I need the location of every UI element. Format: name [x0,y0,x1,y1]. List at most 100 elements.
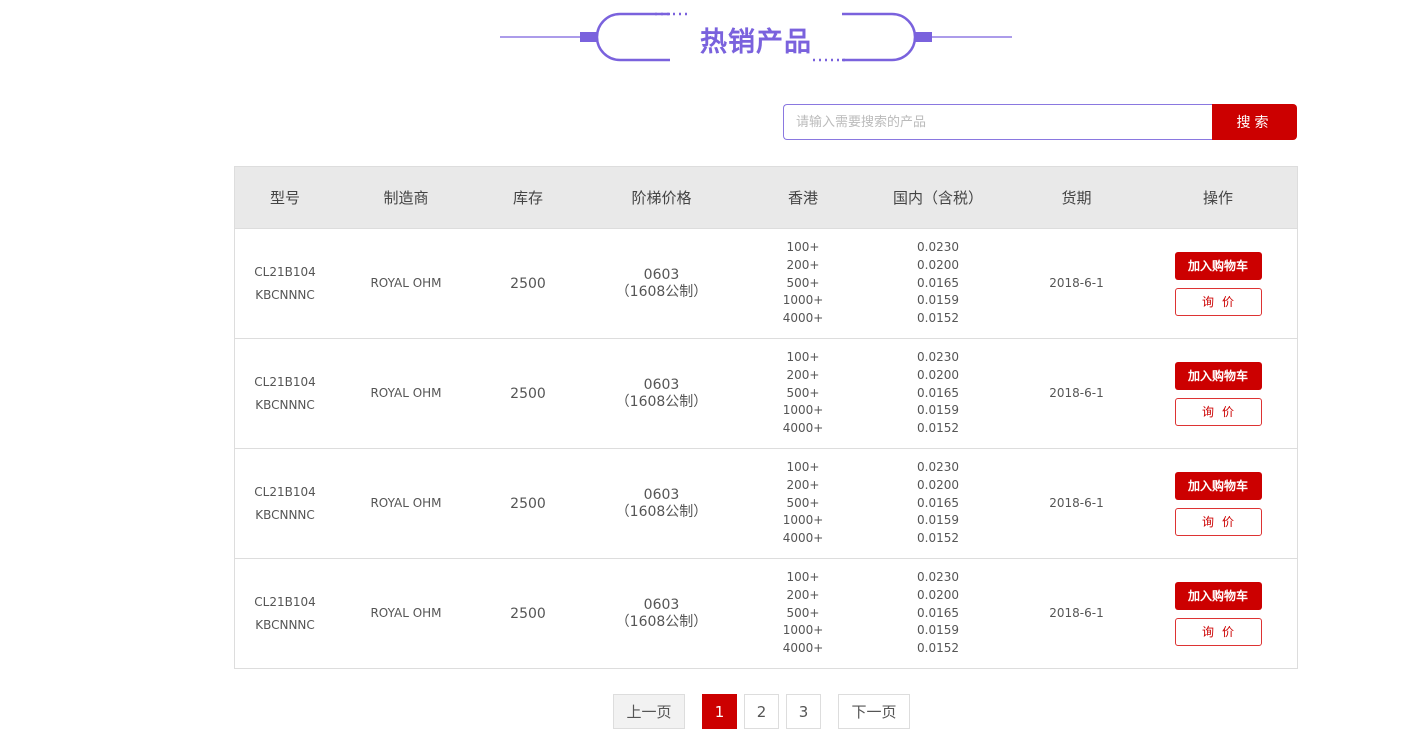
domestic-price-cell: 0.0230 0.0200 0.0165 0.0159 0.0152 [862,349,1014,438]
stock-cell: 2500 [510,385,546,402]
header-model: 型号 [269,189,300,207]
delivery-cell: 2018-6-1 [1049,276,1104,290]
add-to-cart-button[interactable]: 加入购物车 [1174,471,1262,500]
qty-line: 100+ [786,460,820,474]
inquire-price-button[interactable]: 询价 [1174,507,1262,536]
price-line: 0.0159 [917,293,959,308]
page-2-button[interactable]: 2 [744,694,779,729]
price-line: 0.0200 [917,587,959,602]
hk-qty-cell: 100+ 200+ 500+ 1000+ 4000+ [744,569,862,658]
hk-qty-cell: 100+ 200+ 500+ 1000+ 4000+ [744,459,862,548]
qty-line: 500+ [786,495,820,510]
header-maker: 制造商 [383,189,429,207]
model-cell: CL21B104 KBCNNNC [235,481,335,527]
price-line: 0.0159 [917,623,959,638]
qty-line: 1000+ [782,513,824,528]
add-to-cart-button[interactable]: 加入购物车 [1174,581,1262,610]
package-line: （1608公制） [615,503,708,520]
stock-cell: 2500 [510,275,546,292]
price-line: 0.0152 [917,641,959,656]
maker-cell: ROYAL OHM [370,496,442,510]
price-line: 0.0200 [917,477,959,492]
table-row: CL21B104 KBCNNNC ROYAL OHM 2500 0603 （1608… [235,338,1297,448]
model-line: CL21B104 [254,484,316,499]
price-line: 0.0165 [917,605,959,620]
qty-line: 1000+ [782,403,824,418]
qty-line: 4000+ [782,641,824,656]
package-line: （1608公制） [615,393,708,410]
header-domestic: 国内（含税） [892,189,983,207]
price-line: 0.0200 [917,367,959,382]
maker-cell: ROYAL OHM [370,606,442,620]
package-line: 0603 [643,486,680,503]
hk-qty-cell: 100+ 200+ 500+ 1000+ 4000+ [744,349,862,438]
prev-page-button[interactable]: 上一页 [613,694,685,729]
delivery-cell: 2018-6-1 [1049,606,1104,620]
search-button[interactable]: 搜索 [1212,104,1297,140]
actions-cell: 加入购物车 询价 [1139,361,1297,426]
qty-line: 200+ [786,477,820,492]
delivery-cell: 2018-6-1 [1049,496,1104,510]
price-line: 0.0230 [917,350,959,364]
price-line: 0.0152 [917,311,959,326]
model-line: KBCNNNC [255,397,315,412]
page-3-button[interactable]: 3 [786,694,821,729]
search-bar: 搜索 [783,104,1297,140]
package-line: 0603 [643,266,680,283]
hk-qty-cell: 100+ 200+ 500+ 1000+ 4000+ [744,239,862,328]
search-input[interactable] [783,104,1212,140]
section-header: 热销产品 [500,8,1012,66]
price-line: 0.0165 [917,385,959,400]
page-1-button[interactable]: 1 [702,694,737,729]
delivery-cell: 2018-6-1 [1049,386,1104,400]
qty-line: 100+ [786,240,820,254]
product-table: 型号 制造商 库存 阶梯价格 香港 国内（含税） 货期 操作 CL21B104 K… [234,166,1298,669]
model-line: CL21B104 [254,264,316,279]
model-line: KBCNNNC [255,617,315,632]
price-line: 0.0230 [917,570,959,584]
qty-line: 100+ [786,350,820,364]
header-tier-price: 阶梯价格 [631,189,692,207]
stock-cell: 2500 [510,605,546,622]
inquire-price-button[interactable]: 询价 [1174,397,1262,426]
price-line: 0.0159 [917,403,959,418]
domestic-price-cell: 0.0230 0.0200 0.0165 0.0159 0.0152 [862,239,1014,328]
pagination: 上一页 1 2 3 下一页 [613,694,910,729]
model-line: CL21B104 [254,594,316,609]
inquire-price-button[interactable]: 询价 [1174,617,1262,646]
stock-cell: 2500 [510,495,546,512]
header-actions: 操作 [1202,189,1233,207]
qty-line: 4000+ [782,531,824,546]
maker-cell: ROYAL OHM [370,276,442,290]
title-ornament-icon [500,12,1012,62]
actions-cell: 加入购物车 询价 [1139,251,1297,316]
package-line: 0603 [643,596,680,613]
package-line: （1608公制） [615,283,708,300]
header-hongkong: 香港 [787,189,818,207]
section-title: 热销产品 [700,27,812,58]
package-line: （1608公制） [615,613,708,630]
qty-line: 200+ [786,587,820,602]
qty-line: 500+ [786,385,820,400]
table-header: 型号 制造商 库存 阶梯价格 香港 国内（含税） 货期 操作 [235,167,1297,228]
inquire-price-button[interactable]: 询价 [1174,287,1262,316]
maker-cell: ROYAL OHM [370,386,442,400]
price-line: 0.0159 [917,513,959,528]
next-page-button[interactable]: 下一页 [838,694,910,729]
package-cell: 0603 （1608公制） [579,487,744,521]
qty-line: 100+ [786,570,820,584]
qty-line: 1000+ [782,623,824,638]
qty-line: 200+ [786,257,820,272]
package-cell: 0603 （1608公制） [579,267,744,301]
package-cell: 0603 （1608公制） [579,377,744,411]
table-row: CL21B104 KBCNNNC ROYAL OHM 2500 0603 （1608… [235,228,1297,338]
price-line: 0.0165 [917,275,959,290]
add-to-cart-button[interactable]: 加入购物车 [1174,361,1262,390]
model-line: KBCNNNC [255,287,315,302]
package-cell: 0603 （1608公制） [579,597,744,631]
actions-cell: 加入购物车 询价 [1139,581,1297,646]
model-line: KBCNNNC [255,507,315,522]
add-to-cart-button[interactable]: 加入购物车 [1174,251,1262,280]
price-line: 0.0165 [917,495,959,510]
qty-line: 500+ [786,605,820,620]
